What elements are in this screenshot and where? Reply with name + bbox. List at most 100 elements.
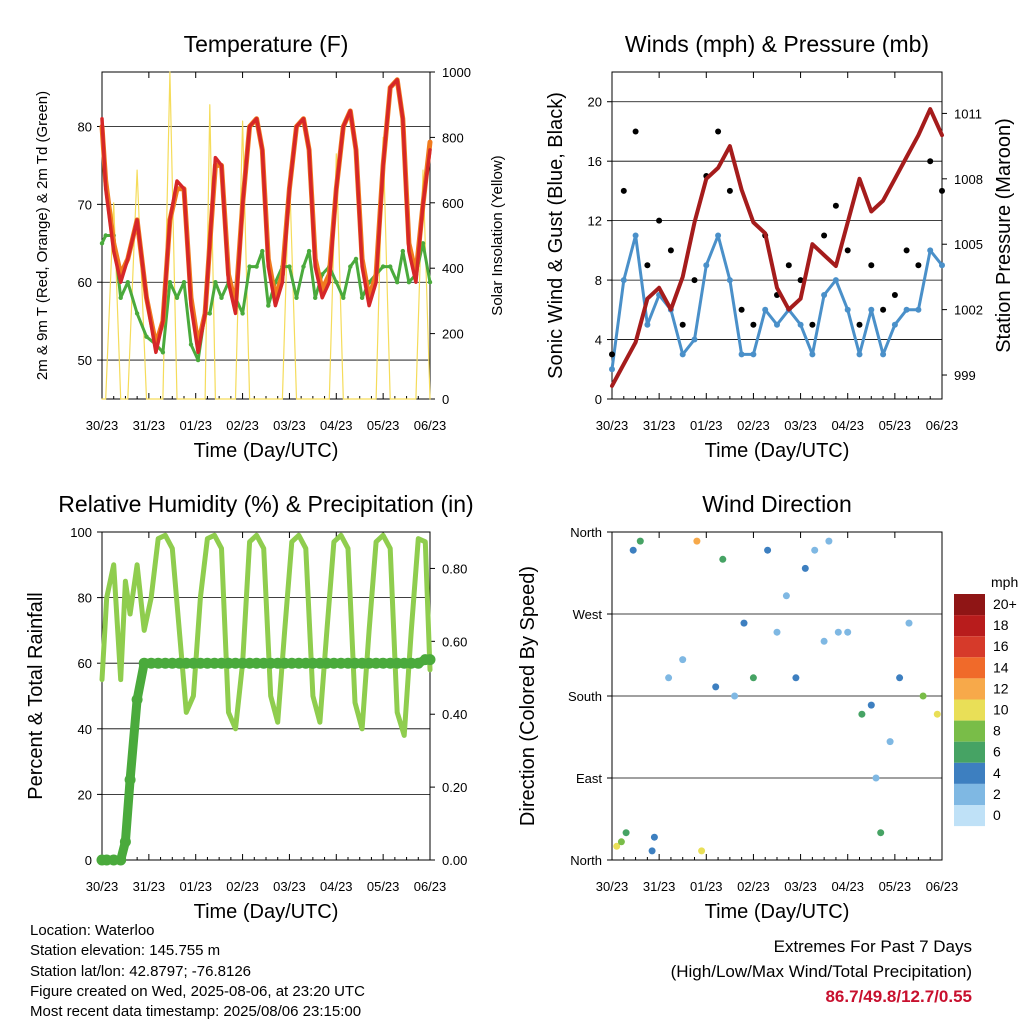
wind-point bbox=[891, 321, 898, 328]
wind-point bbox=[750, 351, 757, 358]
y2-tick-label: 1011 bbox=[954, 106, 982, 121]
direction-point bbox=[820, 637, 828, 645]
gust-point bbox=[679, 321, 686, 328]
gust-point bbox=[809, 321, 816, 328]
chart-panel-4: 30/23 31/23 01/23 02/23 03/23 04/23 05/23 06/23… bbox=[517, 491, 958, 923]
direction-point bbox=[801, 564, 809, 572]
chart-panel-1: 30/23 31/23 01/23 02/23 03/23 04/23 05/23 06/23… bbox=[34, 31, 506, 462]
recent-text: Most recent data timestamp: 2025/08/06 2… bbox=[30, 1003, 362, 1021]
dewpoint-point bbox=[207, 311, 212, 316]
colorbar-swatch bbox=[954, 720, 985, 742]
colorbar-swatch bbox=[954, 594, 985, 616]
direction-point bbox=[712, 683, 720, 691]
x-tick-label: 05/23 bbox=[367, 418, 400, 433]
chart-title: Winds (mph) & Pressure (mb) bbox=[625, 31, 929, 57]
wind-point bbox=[844, 306, 851, 313]
colorbar-label: 2 bbox=[993, 786, 1001, 802]
direction-point bbox=[886, 738, 894, 746]
colorbar-label: 20+ bbox=[993, 596, 1017, 612]
created-text: Figure created on Wed, 2025-08-06, at 23… bbox=[30, 982, 365, 1000]
y-tick-label: 60 bbox=[78, 275, 92, 290]
colorbar-swatch bbox=[954, 678, 985, 700]
dewpoint-point bbox=[260, 248, 265, 254]
direction-point bbox=[648, 847, 656, 855]
y-tick-label: 100 bbox=[70, 525, 92, 540]
y-axis-label: Direction (Colored By Speed) bbox=[517, 566, 539, 826]
x-tick-label: 30/23 bbox=[86, 879, 119, 894]
dewpoint-point bbox=[348, 264, 353, 269]
wind-point bbox=[774, 321, 780, 328]
y-tick-label: 50 bbox=[78, 353, 92, 368]
wind-point bbox=[762, 306, 769, 313]
precip-point bbox=[119, 836, 131, 848]
colorbar-label: 18 bbox=[993, 617, 1009, 633]
x-axis-label: Time (Day/UTC) bbox=[705, 901, 850, 923]
x-tick-label: 30/23 bbox=[596, 418, 629, 433]
dewpoint-point bbox=[254, 264, 259, 269]
colorbar-label: 16 bbox=[993, 638, 1009, 654]
gust-point bbox=[903, 247, 910, 254]
chart-title: Relative Humidity (%) & Precipitation (i… bbox=[58, 491, 473, 517]
wind-point bbox=[797, 321, 804, 328]
gust-point bbox=[797, 277, 804, 284]
wind-point bbox=[832, 277, 839, 284]
y-axis-label: 2m & 9m T (Red, Orange) & 2m Td (Green) bbox=[34, 91, 51, 380]
gust-point bbox=[609, 351, 615, 358]
direction-point bbox=[764, 546, 772, 554]
dewpoint-point bbox=[388, 264, 393, 269]
x-tick-label: 02/23 bbox=[226, 418, 259, 433]
dewpoint-point bbox=[134, 311, 140, 316]
colorbar-label: 14 bbox=[993, 659, 1009, 675]
y2-tick-label: 0 bbox=[442, 392, 449, 407]
direction-point bbox=[844, 628, 852, 636]
y2-tick-label: 200 bbox=[442, 327, 464, 342]
y2-tick-label: 0.40 bbox=[442, 707, 467, 722]
x-tick-label: 30/23 bbox=[86, 418, 119, 433]
direction-point bbox=[698, 847, 706, 855]
x-tick-label: 02/23 bbox=[737, 418, 770, 433]
colorbar-label: 4 bbox=[993, 765, 1001, 781]
y-tick-label: East bbox=[576, 771, 602, 786]
wind-point bbox=[679, 351, 686, 358]
wind-point bbox=[703, 262, 710, 269]
x-tick-label: 01/23 bbox=[179, 418, 212, 433]
direction-point bbox=[731, 692, 739, 700]
wind-point bbox=[809, 351, 816, 358]
y-tick-label: 40 bbox=[78, 722, 92, 737]
direction-point bbox=[867, 701, 875, 709]
dewpoint-point bbox=[118, 295, 123, 300]
dewpoint-point bbox=[301, 264, 306, 269]
direction-point bbox=[782, 592, 790, 600]
direction-point bbox=[877, 829, 885, 837]
precip-point bbox=[115, 854, 127, 866]
y-tick-label: 70 bbox=[78, 197, 92, 212]
colorbar-swatch bbox=[954, 783, 985, 805]
extremes-values: 86.7/49.8/12.7/0.55 bbox=[825, 987, 972, 1006]
direction-point bbox=[650, 833, 658, 841]
x-tick-label: 31/23 bbox=[133, 879, 166, 894]
gust-point bbox=[844, 247, 851, 254]
direction-point bbox=[613, 842, 621, 850]
gust-point bbox=[738, 306, 745, 313]
direction-point bbox=[719, 555, 727, 563]
dewpoint-point bbox=[160, 350, 166, 355]
direction-point bbox=[896, 674, 904, 682]
gust-point bbox=[644, 262, 651, 269]
temp-2m-line bbox=[100, 78, 432, 355]
solar-line bbox=[101, 71, 431, 400]
colorbar-label: 12 bbox=[993, 680, 1009, 696]
x-tick-label: 04/23 bbox=[831, 879, 864, 894]
y2-tick-label: 1008 bbox=[954, 172, 983, 187]
dewpoint-point bbox=[213, 280, 218, 285]
gust-point bbox=[750, 321, 757, 328]
gust-point bbox=[939, 187, 945, 194]
colorbar-swatch bbox=[954, 805, 985, 827]
dewpoint-point bbox=[195, 357, 201, 363]
y-tick-label: 16 bbox=[588, 154, 602, 169]
precip-point bbox=[424, 654, 436, 666]
dewpoint-point bbox=[353, 256, 359, 262]
colorbar-title: mph bbox=[991, 574, 1018, 590]
x-tick-label: 01/23 bbox=[690, 879, 723, 894]
extremes-title: Extremes For Past 7 Days bbox=[773, 937, 972, 956]
x-axis-label: Time (Day/UTC) bbox=[194, 440, 339, 462]
